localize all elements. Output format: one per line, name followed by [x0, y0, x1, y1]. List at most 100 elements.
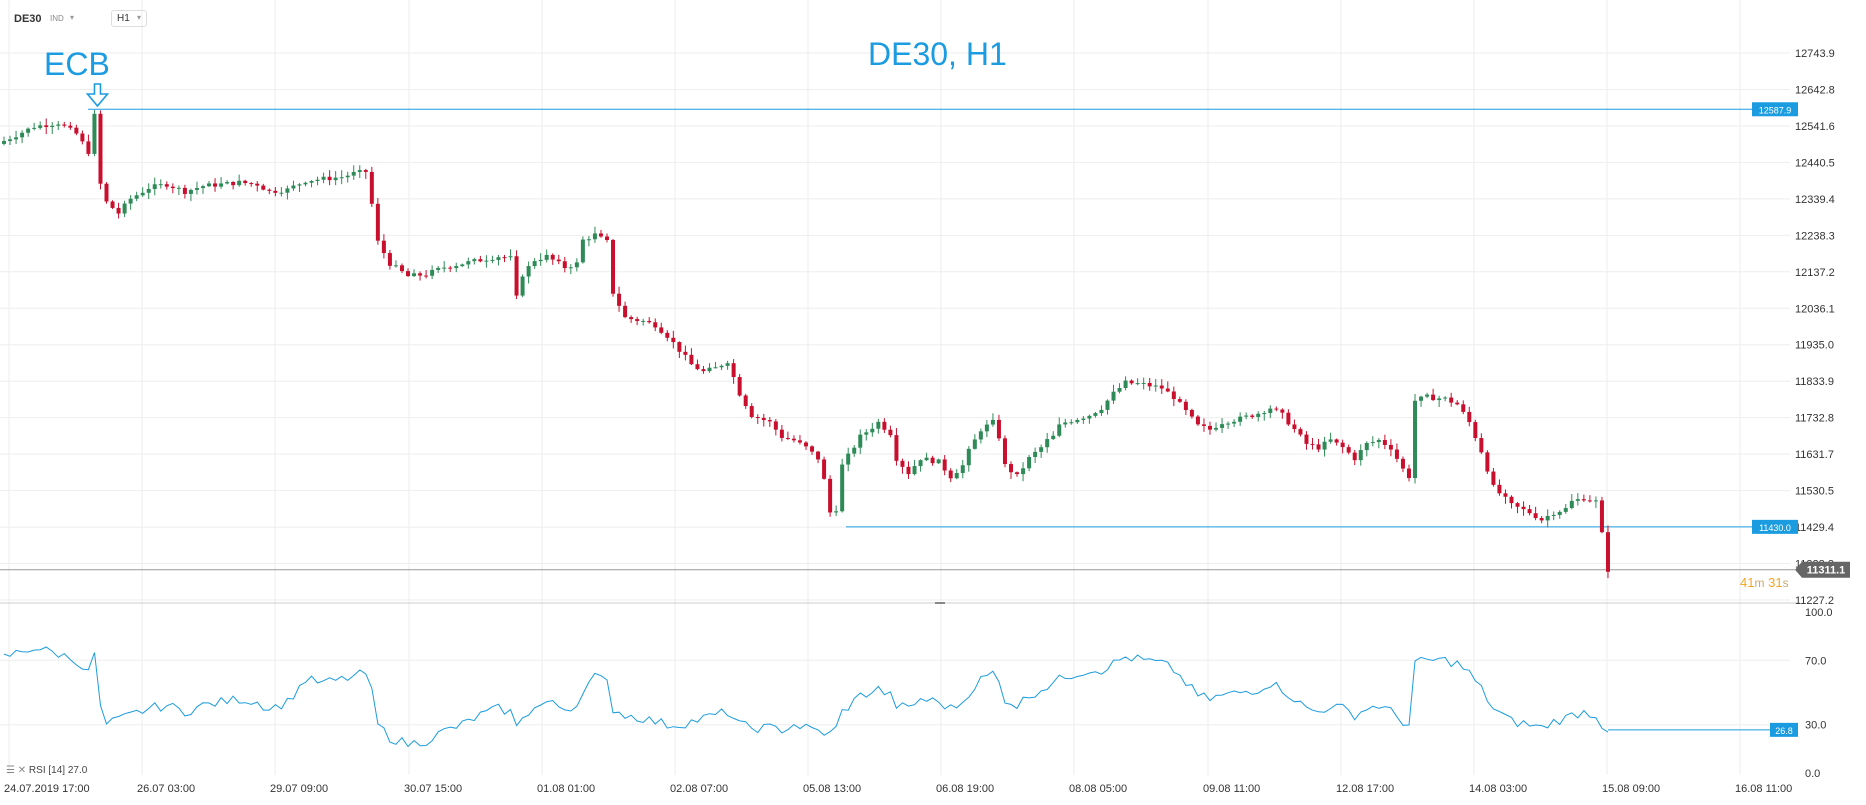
- candle-body: [822, 459, 827, 479]
- price-line-tag: [1752, 102, 1798, 117]
- candle-body: [1280, 409, 1285, 413]
- candle-body: [1376, 439, 1381, 443]
- candle-body: [393, 265, 398, 267]
- chart-title: DE30, H1: [868, 36, 1007, 72]
- candle-body: [725, 363, 730, 366]
- candle-body: [424, 275, 429, 277]
- candle-countdown: 41m 31s: [1740, 575, 1789, 590]
- candle-body: [1135, 383, 1140, 385]
- candle-body: [68, 125, 73, 128]
- symbol-label[interactable]: DE30: [14, 13, 42, 25]
- candle-body: [574, 262, 579, 268]
- candle-body: [924, 457, 929, 461]
- candle-body: [327, 176, 332, 181]
- candle-body: [26, 128, 31, 133]
- candle-body: [816, 451, 821, 460]
- chevron-down-icon[interactable]: ▾: [70, 13, 75, 22]
- price-tick-label: 12642.8: [1795, 84, 1835, 96]
- candle-body: [1400, 458, 1405, 469]
- time-tick-label: 12.08 17:00: [1336, 783, 1394, 795]
- rsi-legend-value: 27.0: [67, 765, 88, 776]
- candle-body: [1593, 500, 1598, 502]
- candle-body: [1370, 442, 1375, 444]
- candle-body: [719, 365, 724, 368]
- candle-body: [1171, 391, 1176, 400]
- candle-body: [1503, 493, 1508, 497]
- rsi-value-tag: [1770, 722, 1798, 737]
- candle-body: [1479, 438, 1484, 453]
- candle-body: [1521, 506, 1526, 510]
- candle-body: [526, 266, 531, 277]
- candle-body: [611, 239, 616, 294]
- rsi-legend[interactable]: ☰ ✕ RSI [14] 27.0: [6, 765, 87, 776]
- candle-body: [623, 305, 628, 318]
- candle-body: [363, 170, 368, 172]
- candle-body: [490, 259, 495, 261]
- time-tick-label: 14.08 03:00: [1469, 783, 1527, 795]
- candle-body: [351, 171, 356, 176]
- candle-body: [767, 420, 772, 422]
- candle-body: [1551, 514, 1556, 516]
- candle-body: [1364, 442, 1369, 451]
- countdown-sec: 31: [1768, 575, 1783, 590]
- candle-body: [713, 367, 718, 369]
- time-tick-label: 29.07 09:00: [270, 783, 328, 795]
- candle-body: [978, 431, 983, 440]
- candle-body: [984, 424, 989, 432]
- candle-body: [399, 265, 404, 272]
- candle-body: [32, 127, 37, 129]
- candle-body: [1545, 515, 1550, 521]
- candle-body: [291, 185, 296, 189]
- candle-body: [406, 271, 411, 277]
- candle-body: [194, 188, 199, 190]
- candle-body: [104, 183, 109, 202]
- candle-body: [1443, 397, 1448, 399]
- price-tick-label: 11530.5: [1795, 486, 1834, 498]
- price-tick-label: 12339.4: [1795, 194, 1835, 206]
- candle-body: [1563, 508, 1568, 512]
- candle-body: [1527, 509, 1532, 514]
- candle-body: [1491, 471, 1496, 485]
- candle-body: [1244, 415, 1249, 417]
- candle-body: [894, 435, 899, 461]
- candle-body: [231, 181, 236, 186]
- grid: [0, 0, 1800, 775]
- candle-body: [761, 417, 766, 421]
- candle-body: [1431, 394, 1436, 401]
- price-tick-label: 11732.8: [1795, 413, 1834, 425]
- candle-body: [1039, 447, 1044, 452]
- candle-body: [38, 125, 43, 128]
- close-icon[interactable]: ✕: [17, 765, 27, 776]
- candle-body: [617, 293, 622, 306]
- candle-body: [1057, 424, 1062, 436]
- candle-body: [8, 139, 13, 142]
- candle-body: [1413, 400, 1418, 479]
- candle-body: [442, 267, 447, 269]
- candle-body: [773, 421, 778, 430]
- candle-body: [647, 320, 652, 323]
- list-icon[interactable]: ☰: [6, 765, 15, 776]
- rsi-tick-label: 100.0: [1805, 607, 1833, 619]
- annotation-label: ECB: [44, 46, 110, 82]
- timeframe-value: H1: [117, 13, 130, 24]
- candle-body: [954, 473, 959, 479]
- candle-body: [1159, 385, 1164, 389]
- candle-body: [267, 189, 272, 191]
- timeframe-select[interactable]: H1 ▾: [111, 10, 147, 27]
- candle-body: [182, 187, 187, 194]
- candle-body: [1081, 418, 1086, 420]
- candle-body: [840, 464, 845, 512]
- candle-body: [900, 460, 905, 467]
- candle-body: [562, 261, 567, 269]
- candle-body: [641, 320, 646, 322]
- chevron-down-icon: ▾: [136, 13, 141, 22]
- candle-body: [1292, 424, 1297, 430]
- candle-body: [1473, 422, 1478, 439]
- candle-body: [1569, 500, 1574, 509]
- horizontal-lines[interactable]: [0, 108, 1795, 571]
- price-tick-label: 11935.0: [1795, 340, 1834, 352]
- candle-body: [74, 127, 79, 134]
- candle-body: [960, 465, 965, 474]
- indicator-label[interactable]: IND: [50, 14, 64, 23]
